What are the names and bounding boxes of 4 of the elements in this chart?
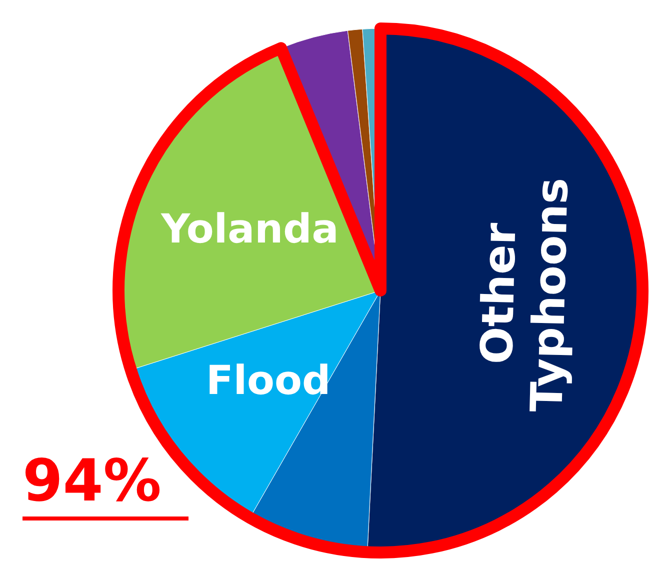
slice-label: Other Typhoons (472, 177, 578, 412)
text: 94% (22, 446, 162, 514)
slice-label: Yolanda (160, 206, 339, 253)
slice-label: Flood (206, 358, 331, 404)
